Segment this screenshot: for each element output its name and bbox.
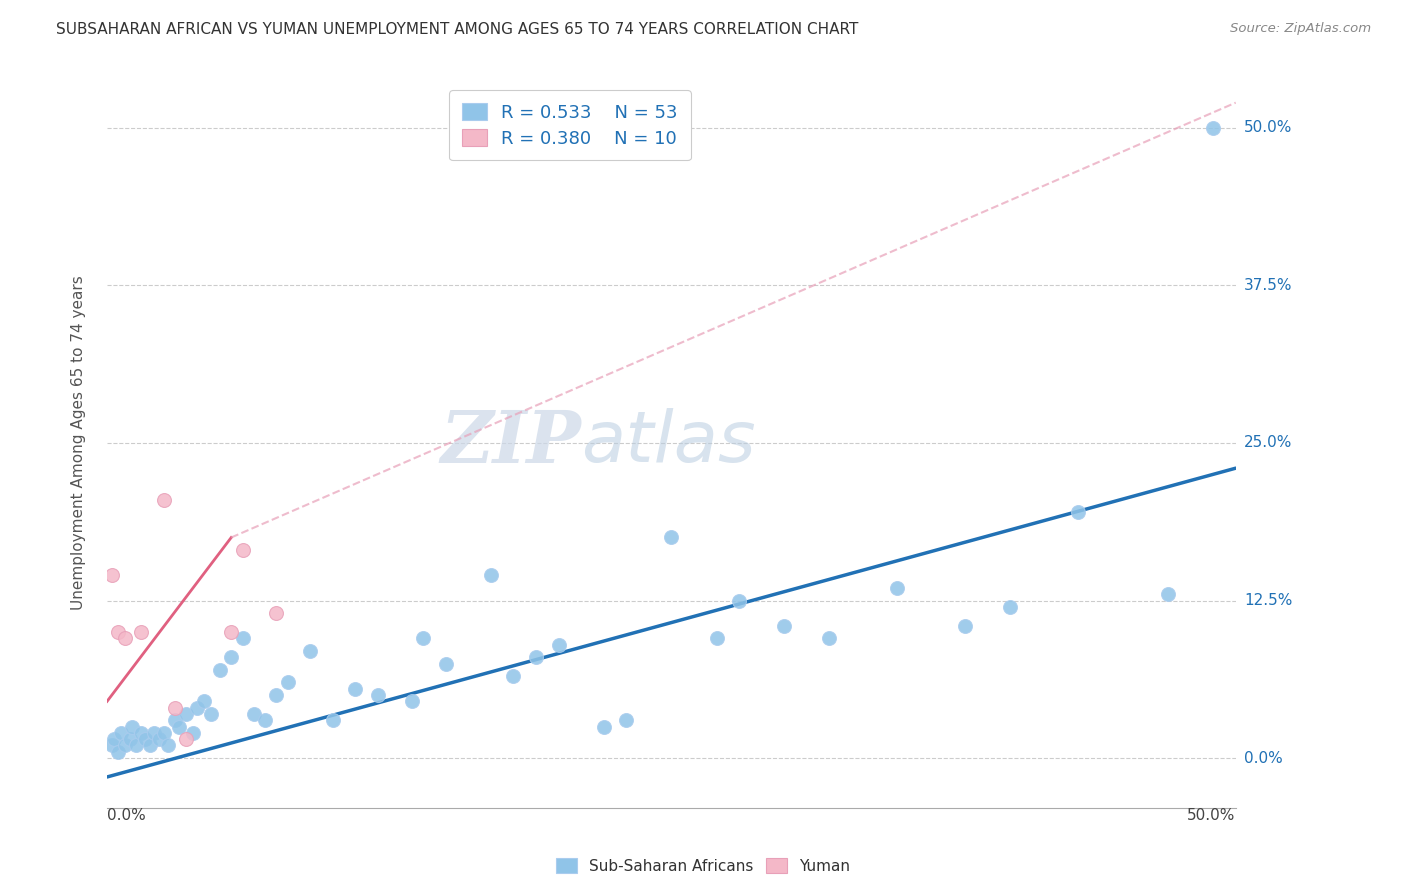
Text: 12.5%: 12.5% [1244,593,1292,608]
Point [524,650,547,665]
Point [479,568,502,582]
Point [114,632,136,646]
Y-axis label: Unemployment Among Ages 65 to 74 years: Unemployment Among Ages 65 to 74 years [72,276,86,610]
Point [163,713,186,727]
Point [243,706,266,721]
Point [103,732,125,747]
Point [219,625,242,640]
Point [1157,587,1180,601]
Point [107,625,129,640]
Point [148,732,170,747]
Point [152,726,174,740]
Point [231,632,253,646]
Text: 0.0%: 0.0% [107,808,146,823]
Text: 37.5%: 37.5% [1244,278,1292,293]
Point [254,713,277,727]
Text: SUBSAHARAN AFRICAN VS YUMAN UNEMPLOYMENT AMONG AGES 65 TO 74 YEARS CORRELATION C: SUBSAHARAN AFRICAN VS YUMAN UNEMPLOYMENT… [56,22,859,37]
Text: atlas: atlas [581,409,756,477]
Text: 0.0%: 0.0% [1244,750,1282,765]
Point [121,720,143,734]
Point [886,581,908,595]
Point [110,726,132,740]
Point [231,543,253,558]
Point [181,726,204,740]
Point [1202,120,1225,135]
Text: 50.0%: 50.0% [1244,120,1292,136]
Text: ZIP: ZIP [440,408,581,478]
Point [266,606,288,620]
Legend: R = 0.533    N = 53, R = 0.380    N = 10: R = 0.533 N = 53, R = 0.380 N = 10 [449,90,690,161]
Point [706,632,728,646]
Point [125,739,148,753]
Point [614,713,637,727]
Point [434,657,457,671]
Text: 50.0%: 50.0% [1188,808,1236,823]
Point [174,732,197,747]
Point [139,739,162,753]
Point [502,669,524,683]
Point [266,688,288,702]
Point [592,720,614,734]
Point [208,663,231,677]
Text: 25.0%: 25.0% [1244,435,1292,450]
Point [728,593,751,607]
Point [134,732,156,747]
Point [344,681,367,696]
Legend: Sub-Saharan Africans, Yuman: Sub-Saharan Africans, Yuman [550,852,856,880]
Point [157,739,180,753]
Point [219,650,242,665]
Point [143,726,166,740]
Point [100,739,122,753]
Point [129,625,152,640]
Point [107,745,129,759]
Point [100,568,122,582]
Point [163,700,186,714]
Point [322,713,344,727]
Point [998,599,1021,614]
Point [114,739,136,753]
Point [186,700,208,714]
Point [174,706,197,721]
Point [818,632,841,646]
Text: Source: ZipAtlas.com: Source: ZipAtlas.com [1230,22,1371,36]
Point [152,492,174,507]
Point [412,632,434,646]
Point [200,706,222,721]
Point [129,726,152,740]
Point [661,531,683,545]
Point [773,618,796,632]
Point [193,694,215,708]
Point [1067,505,1090,519]
Point [401,694,423,708]
Point [277,675,299,690]
Point [299,644,322,658]
Point [953,618,976,632]
Point [367,688,389,702]
Point [118,732,141,747]
Point [547,638,569,652]
Point [169,720,191,734]
